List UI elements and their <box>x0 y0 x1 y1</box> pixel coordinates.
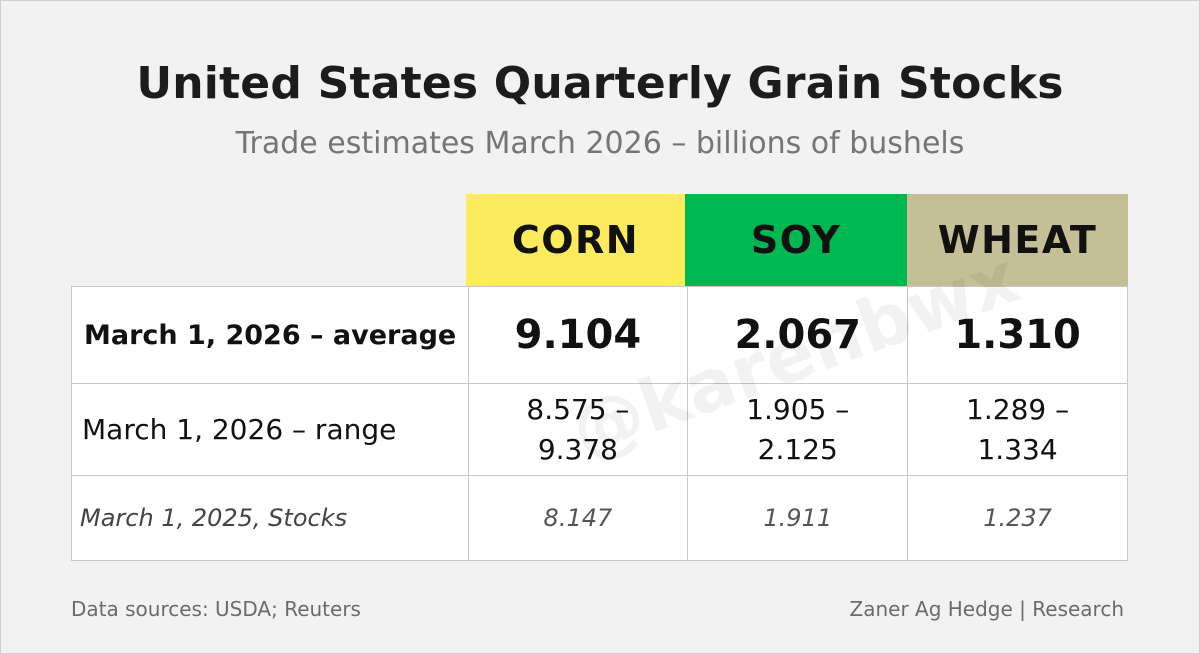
table-row-average: March 1, 2026 – average 9.104 2.067 1.31… <box>71 286 1128 384</box>
range-high-soy: 2.125 <box>757 432 838 466</box>
cell-previous-wheat: 1.237 <box>907 475 1128 561</box>
cell-average-corn: 9.104 <box>467 286 689 384</box>
cell-range-wheat: 1.289 – 1.334 <box>907 383 1128 476</box>
column-header-wheat: WHEAT <box>907 194 1128 286</box>
grain-stocks-table: March 1, 2026 – average 9.104 2.067 1.31… <box>71 286 1128 561</box>
cell-previous-corn: 8.147 <box>467 475 689 561</box>
credit-line: Zaner Ag Hedge | Research <box>849 597 1124 621</box>
cell-range-corn: 8.575 – 9.378 <box>467 383 689 476</box>
cell-average-wheat: 1.310 <box>907 286 1128 384</box>
page-title: United States Quarterly Grain Stocks <box>136 58 1064 109</box>
range-low-corn: 8.575 – <box>526 392 630 426</box>
row-label-previous: March 1, 2025, Stocks <box>71 475 469 561</box>
cell-range-soy: 1.905 – 2.125 <box>687 383 909 476</box>
range-high-corn: 9.378 <box>537 432 618 466</box>
page-subtitle: Trade estimates March 2026 – billions of… <box>235 126 965 161</box>
cell-previous-soy: 1.911 <box>687 475 909 561</box>
range-high-wheat: 1.334 <box>977 432 1058 466</box>
row-label-range: March 1, 2026 – range <box>71 383 469 476</box>
range-low-wheat: 1.289 – <box>966 392 1070 426</box>
column-header-corn: CORN <box>466 194 685 286</box>
cell-average-soy: 2.067 <box>687 286 909 384</box>
range-low-soy: 1.905 – <box>746 392 850 426</box>
row-label-average: March 1, 2026 – average <box>71 286 469 384</box>
table-row-previous: March 1, 2025, Stocks 8.147 1.911 1.237 <box>71 475 1128 561</box>
data-sources: Data sources: USDA; Reuters <box>71 597 361 621</box>
column-header-soy: SOY <box>685 194 907 286</box>
table-row-range: March 1, 2026 – range 8.575 – 9.378 1.90… <box>71 383 1128 476</box>
